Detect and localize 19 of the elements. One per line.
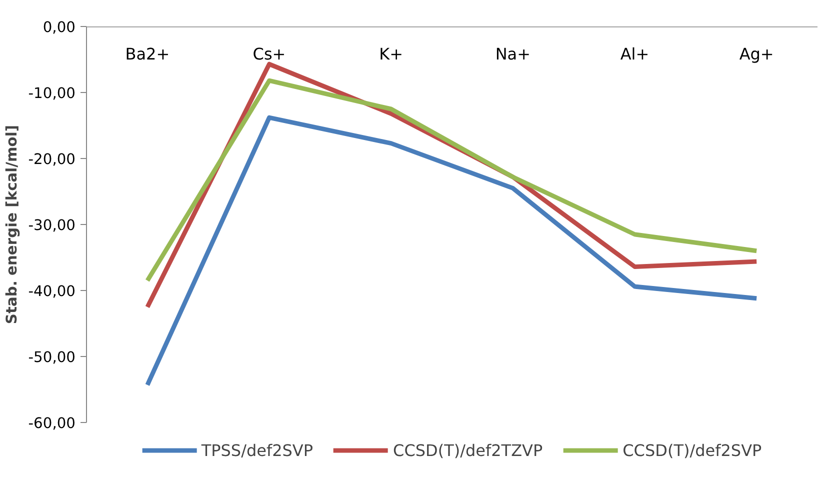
y-tick-label: -20,00 bbox=[28, 151, 76, 168]
y-tick-label: -60,00 bbox=[28, 415, 76, 432]
y-tick-label: -40,00 bbox=[28, 283, 76, 300]
x-tick-label: Ag+ bbox=[739, 44, 774, 64]
x-tick-label: Na+ bbox=[495, 44, 531, 64]
line-series bbox=[145, 115, 759, 388]
y-axis-title: Stab. energie [kcal/mol] bbox=[3, 124, 20, 324]
x-tick-label: K+ bbox=[379, 44, 404, 64]
x-tick-label: Ba2+ bbox=[125, 44, 170, 64]
y-tick-label: -50,00 bbox=[28, 349, 76, 366]
legend-label: CCSD(T)/def2SVP bbox=[622, 440, 762, 460]
y-tick-label: 0,00 bbox=[42, 19, 76, 36]
x-tick-label: Cs+ bbox=[252, 44, 286, 64]
legend-label: CCSD(T)/def2TZVP bbox=[393, 440, 543, 460]
legend-label: TPSS/def2SVP bbox=[201, 440, 314, 460]
y-tick-label: -10,00 bbox=[28, 85, 76, 102]
x-tick-label: Al+ bbox=[620, 44, 650, 64]
line-series bbox=[145, 78, 759, 283]
y-tick-label: -30,00 bbox=[28, 217, 76, 234]
